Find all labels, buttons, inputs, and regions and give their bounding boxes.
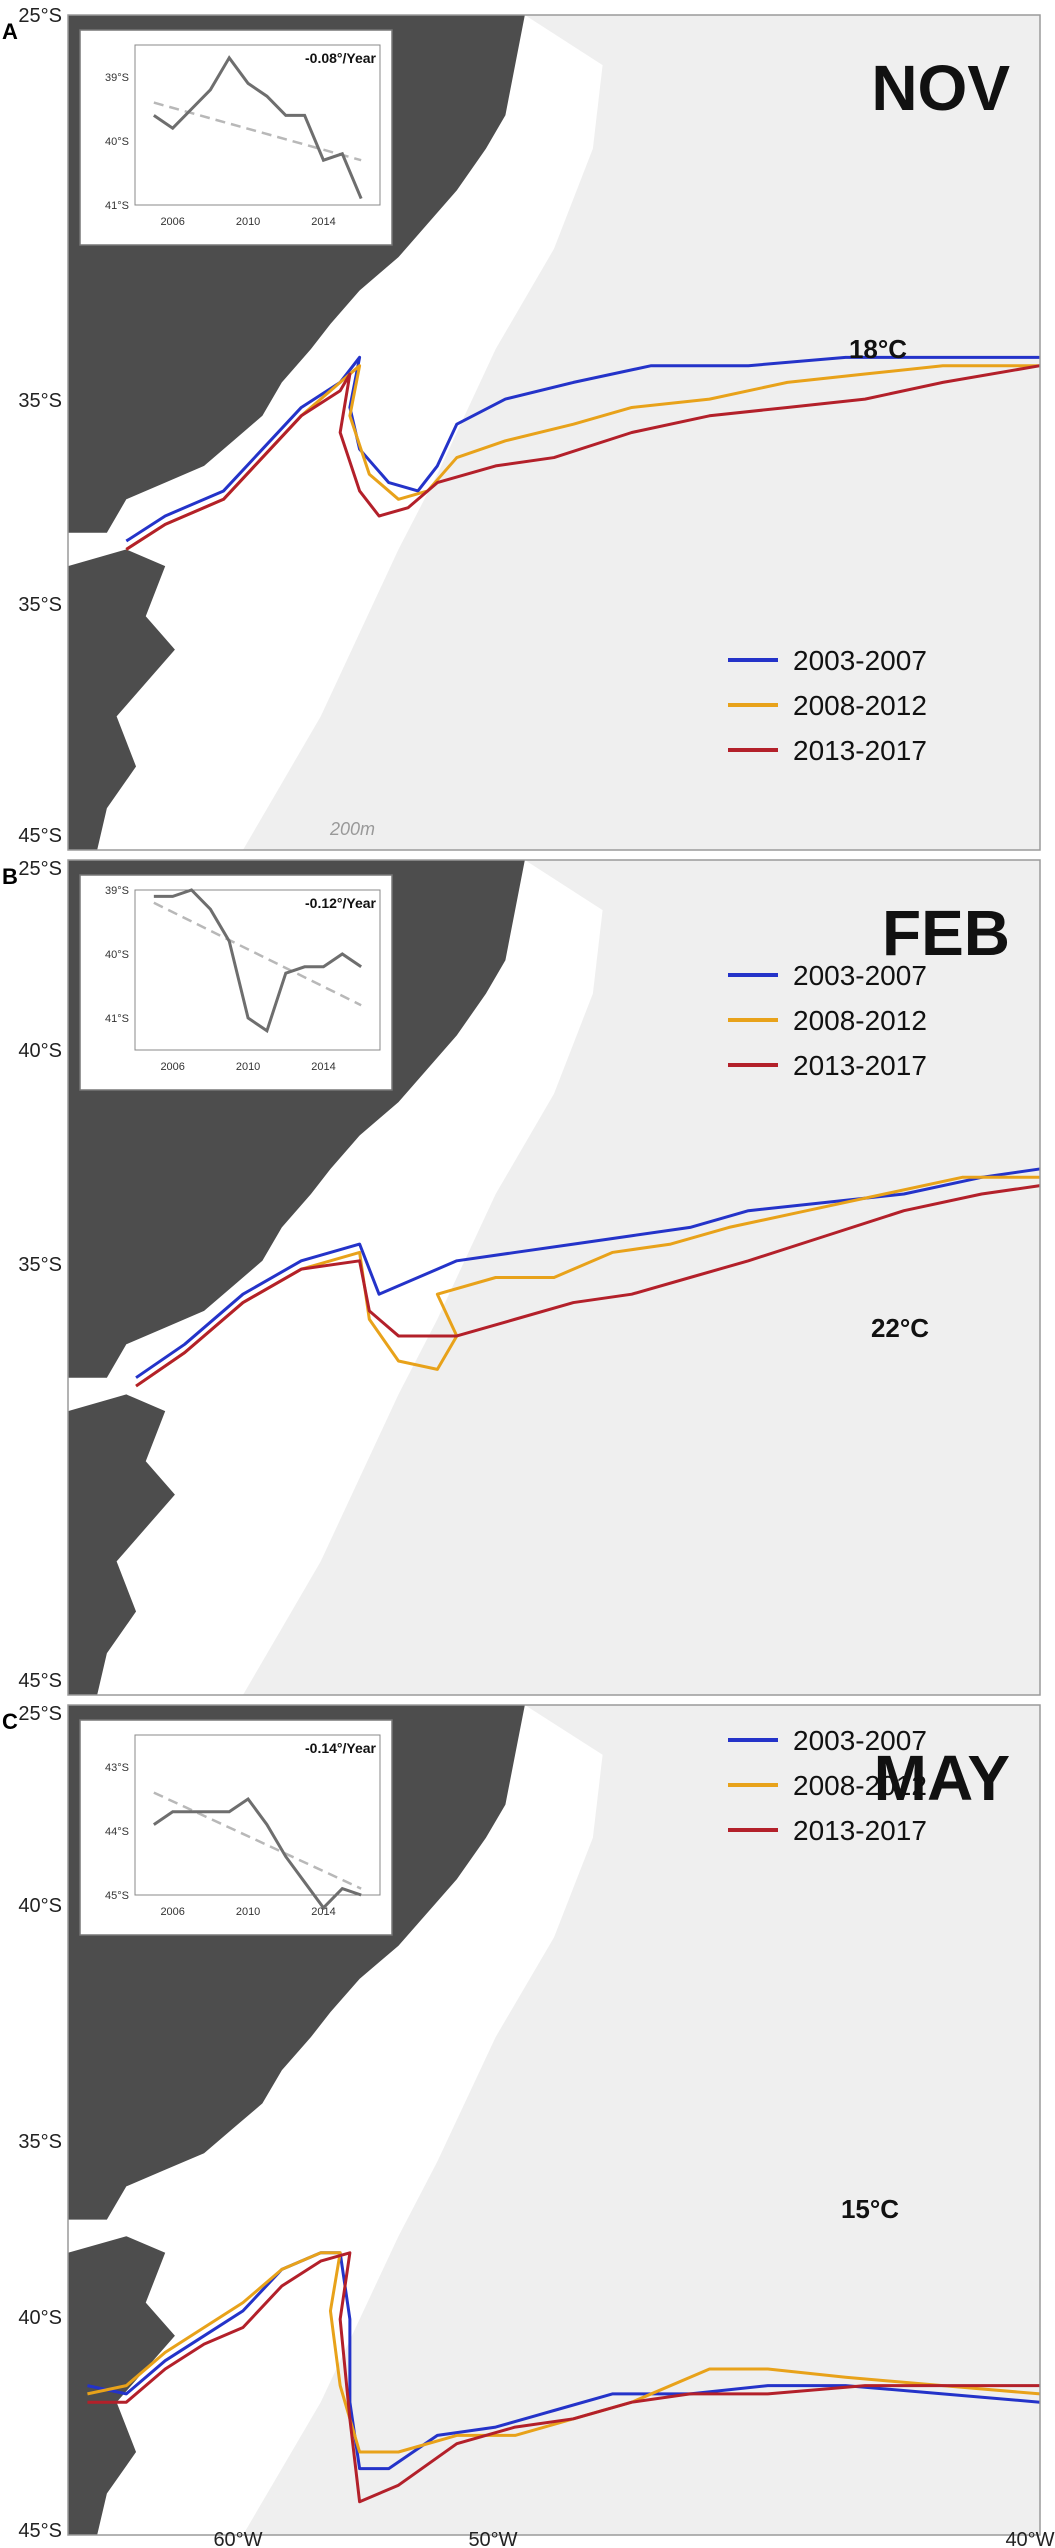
inset-trend-label: -0.14°/Year [305, 1740, 377, 1756]
panel-letter: A [2, 19, 18, 44]
legend-label: 2008-2012 [793, 690, 927, 721]
inset-y-tick: 40°S [105, 136, 129, 148]
lat-tick-label: 25°S [18, 1703, 62, 1725]
lat-tick-label: 45°S [18, 1670, 62, 1692]
inset-trend-label: -0.12°/Year [305, 895, 377, 911]
inset-x-tick: 2014 [311, 216, 335, 228]
panel-letter: B [2, 864, 18, 889]
inset-x-tick: 2006 [160, 216, 184, 228]
lon-tick-label: 60°W [213, 2529, 262, 2548]
lat-tick-label: 35°S [18, 390, 62, 412]
inset-y-tick: 45°S [105, 1890, 129, 1902]
lat-tick-label: 45°S [18, 2520, 62, 2542]
legend-label: 2003-2007 [793, 645, 927, 676]
legend-label: 2008-2012 [793, 1005, 927, 1036]
legend-label: 2013-2017 [793, 1815, 927, 1846]
inset-x-tick: 2014 [311, 1906, 335, 1918]
inset-trend-chart: -0.14°/Year 43°S 44°S 45°S 2006 2010 2014 [80, 1720, 392, 1935]
inset-y-tick: 40°S [105, 949, 129, 961]
lon-tick-label: 50°W [468, 2529, 517, 2548]
inset-y-tick: 41°S [105, 1013, 129, 1025]
inset-x-tick: 2014 [311, 1061, 335, 1073]
lat-tick-label: 35°S [18, 594, 62, 616]
lat-tick-label: 25°S [18, 858, 62, 880]
legend-label: 2003-2007 [793, 960, 927, 991]
legend-label: 2008-2012 [793, 1770, 927, 1801]
map-panel-nov: A25°S 35°S 35°S 45°S NOV 18°C 200m 2003-2007 200… [2, 5, 1040, 850]
lat-tick-label: 35°S [18, 1254, 62, 1276]
legend-label: 2003-2007 [793, 1725, 927, 1756]
isotherm-label: 18°C [849, 334, 907, 364]
inset-y-tick: 39°S [105, 72, 129, 84]
inset-x-tick: 2006 [160, 1061, 184, 1073]
inset-x-tick: 2010 [236, 1906, 260, 1918]
lat-tick-label: 40°S [18, 2307, 62, 2329]
isotherm-label: 15°C [841, 2194, 899, 2224]
map-panel-feb: B 25°S 40°S 35°S 45°S FEB 22°C 2003-2007 2008-20… [2, 858, 1040, 1695]
legend-label: 2013-2017 [793, 735, 927, 766]
inset-trend-chart: -0.08°/Year 39°S 40°S 41°S 2006 2010 2014 [80, 30, 392, 245]
inset-y-tick: 39°S [105, 885, 129, 897]
lat-tick-label: 40°S [18, 1895, 62, 1917]
panel-letter: C [2, 1709, 18, 1734]
inset-y-tick: 43°S [105, 1762, 129, 1774]
lat-tick-label: 40°S [18, 1040, 62, 1062]
lon-tick-label: 40°W [1005, 2529, 1054, 2548]
inset-y-tick: 44°S [105, 1826, 129, 1838]
depth-label: 200m [329, 819, 375, 839]
inset-x-tick: 2006 [160, 1906, 184, 1918]
month-label: FEB [882, 897, 1010, 969]
lat-tick-label: 35°S [18, 2131, 62, 2153]
isotherm-label: 22°C [871, 1313, 929, 1343]
inset-x-tick: 2010 [236, 1061, 260, 1073]
legend-label: 2013-2017 [793, 1050, 927, 1081]
lat-tick-label: 25°S [18, 5, 62, 27]
inset-x-tick: 2010 [236, 216, 260, 228]
inset-trend-chart: -0.12°/Year 39°S 40°S 41°S 2006 2010 2014 [80, 875, 392, 1090]
map-panel-may: C 25°S40°S35°S40°S45°SMAY15°C2003-2007200… [2, 1703, 1040, 2542]
lat-tick-label: 45°S [18, 825, 62, 847]
inset-y-tick: 41°S [105, 200, 129, 212]
inset-trend-label: -0.08°/Year [305, 50, 377, 66]
month-label: NOV [871, 52, 1010, 124]
